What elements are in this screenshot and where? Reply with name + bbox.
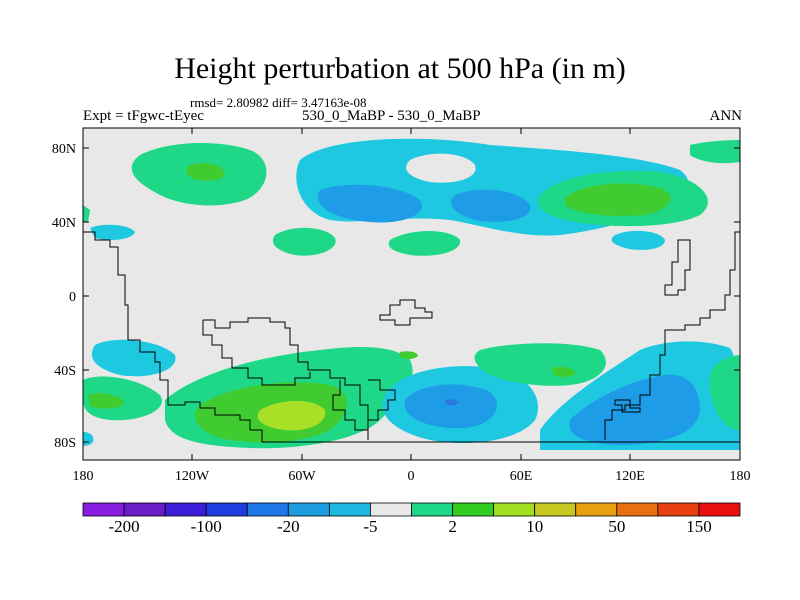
plot-title: Height perturbation at 500 hPa (in m) [174,52,626,85]
contour-region-sw-green [83,376,162,421]
colorbar-label: -5 [363,517,378,536]
contour-region-sw-green-core [88,392,125,409]
contour-region-se-right-green [709,355,740,430]
lat-tick-labels: 80N 40N 0 40S 80S [52,142,76,451]
contour-field [83,128,740,460]
contour-region-ne-green-core [565,183,671,216]
contour-region-mid-blue-1 [611,230,665,250]
lat-tick-label: 80N [52,142,76,157]
contour-region-se-midblue [569,374,700,445]
lon-tick-labels: 180 120W 60W 0 60E 120E 180 [73,469,751,484]
colorbar-label: -20 [276,517,300,536]
colorbar-label: -100 [190,517,222,536]
colorbar-swatch [657,502,700,517]
contour-region-west-blue [90,224,135,240]
contour-region-s-yellow [257,401,326,431]
lon-tick-label: 0 [408,469,415,484]
lon-tick-label: 60E [510,469,533,484]
lon-tick-label: 180 [730,469,751,484]
lon-tick-label: 60W [288,469,316,484]
colorbar-swatch [246,502,289,517]
contour-region-mid-green-1 [272,227,336,256]
contour-region-s-midblue-atlantic [404,384,497,429]
colorbar-label: 150 [686,517,712,536]
colorbar-swatch [370,502,412,517]
colorbar-swatch [205,502,248,517]
contour-region-s-small-green [400,351,418,360]
lat-tick-label: 0 [69,290,76,305]
experiment-label: Expt = tFgwc-tEyec [83,108,204,124]
stats-line: rmsd= 2.80982 diff= 3.47163e-08 [190,95,367,110]
contour-region-north-midblue [318,184,422,223]
colorbar-swatch [123,502,166,517]
colorbar-swatch [534,502,577,517]
colorbar-label: 2 [448,517,457,536]
contour-region-nw-green-core [186,163,225,181]
lon-tick-label: 180 [73,469,94,484]
lat-tick-label: 80S [54,436,76,451]
colorbar [82,502,741,517]
season-label: ANN [709,108,743,124]
colorbar-label: -200 [108,517,140,536]
contour-region-s-deepblue-dot [445,399,458,406]
contour-region-top-right-green [690,140,740,164]
colorbar-swatch [411,502,453,517]
colorbar-swatch [493,502,536,517]
colorbar-swatch [82,502,125,517]
colorbar-swatch [452,502,495,517]
contour-region-sw-blue [91,339,176,377]
coastline-paleo [83,231,740,443]
contour-region-west-green [83,205,90,222]
lon-tick-label: 120E [615,469,645,484]
colorbar-swatch [616,502,659,517]
colorbar-swatch [698,502,741,517]
lon-tick-label: 120W [175,469,210,484]
colorbar-swatch [164,502,207,517]
contour-region-s-indian-green-core [552,366,575,377]
colorbar-label: 50 [608,517,626,536]
colorbar-swatch [575,502,618,517]
lat-tick-label: 40S [54,364,76,379]
axis-ticks [82,128,741,460]
contour-region-mid-green-2 [388,231,461,256]
lat-tick-label: 40N [52,216,76,231]
colorbar-swatch [328,502,371,517]
colorbar-label: 10 [526,517,544,536]
case-label: 530_0_MaBP - 530_0_MaBP [302,108,481,124]
colorbar-swatch [287,502,330,517]
contour-region-north-midblue-2 [451,189,531,222]
contour-hole [406,153,476,183]
